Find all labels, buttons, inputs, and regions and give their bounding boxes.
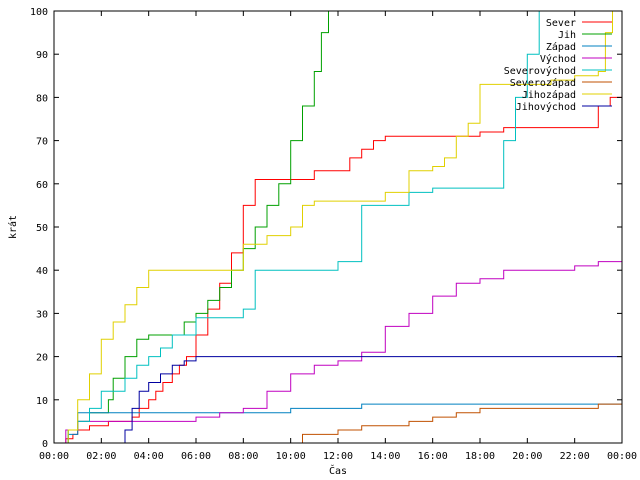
- x-tick-label: 08:00: [228, 451, 258, 462]
- y-tick-label: 40: [36, 266, 48, 277]
- y-tick-label: 50: [36, 223, 48, 234]
- legend-label: Jihozápad: [522, 89, 576, 101]
- legend-label: Jih: [558, 30, 576, 41]
- series-line-1: [61, 11, 329, 443]
- legend: SeverJihZápadVýchodSeverovýchodSeverozáp…: [504, 18, 612, 113]
- x-tick-label: 00:00: [39, 451, 69, 462]
- x-axis-label: Čas: [329, 464, 347, 477]
- y-tick-label: 10: [36, 396, 48, 407]
- x-tick-label: 06:00: [181, 451, 211, 462]
- x-tick-label: 14:00: [370, 451, 400, 462]
- series-line-7: [120, 356, 622, 443]
- y-tick-label: 60: [36, 180, 48, 191]
- y-tick-label: 80: [36, 93, 48, 104]
- tick-layer: 00:00 02:00 04:00 06:00 08:00 10:00 12:00 14:00…: [30, 7, 637, 462]
- x-tick-label: 20:00: [512, 451, 542, 462]
- x-tick-label: 10:00: [276, 451, 306, 462]
- y-tick-label: 0: [42, 439, 48, 450]
- y-tick-label: 30: [36, 309, 48, 320]
- y-tick-label: 20: [36, 353, 48, 364]
- legend-label: Východ: [540, 53, 576, 65]
- y-tick-label: 70: [36, 137, 48, 148]
- x-tick-label: 16:00: [418, 451, 448, 462]
- x-tick-label: 04:00: [134, 451, 164, 462]
- x-tick-label: 00:00: [607, 451, 637, 462]
- series-line-4: [56, 11, 540, 443]
- legend-label: Západ: [546, 41, 576, 53]
- legend-label: Severovýchod: [504, 65, 576, 77]
- x-tick-label: 18:00: [465, 451, 495, 462]
- legend-label: Severozápad: [510, 77, 576, 89]
- x-tick-label: 22:00: [560, 451, 590, 462]
- series-line-5: [297, 399, 622, 443]
- legend-label: Jihovýchod: [516, 101, 576, 113]
- series-line-6: [58, 11, 613, 443]
- series-line-2: [58, 403, 622, 443]
- legend-label: Sever: [546, 18, 576, 29]
- series-layer: [56, 11, 622, 443]
- x-tick-label: 12:00: [323, 451, 353, 462]
- x-tick-label: 02:00: [86, 451, 116, 462]
- series-line-3: [56, 261, 622, 443]
- y-tick-label: 90: [36, 50, 48, 61]
- y-axis-label: krát: [7, 215, 19, 239]
- y-tick-label: 100: [30, 7, 48, 18]
